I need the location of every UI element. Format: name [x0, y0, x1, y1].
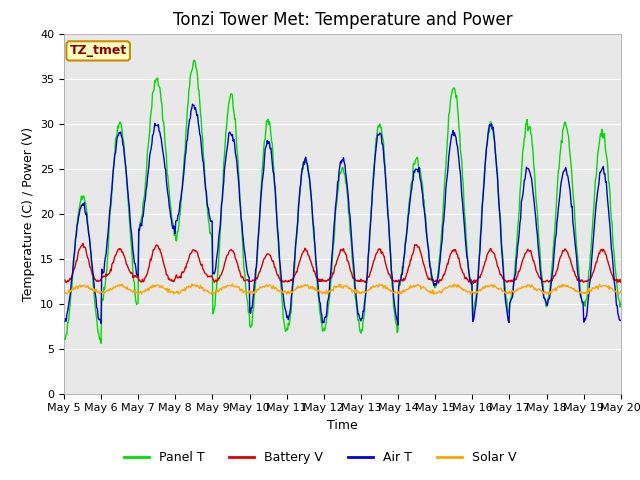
Air T: [228, 132, 236, 138]
Line: Air T: Air T: [64, 104, 621, 325]
Title: Tonzi Tower Met: Temperature and Power: Tonzi Tower Met: Temperature and Power: [173, 11, 512, 29]
Panel T: [97, 340, 105, 346]
Battery V: [277, 277, 285, 283]
Panel T: [617, 300, 625, 306]
Panel T: [401, 240, 409, 245]
Panel T: [257, 192, 264, 197]
Air T: [394, 322, 402, 328]
Solar V: [125, 286, 133, 292]
Air T: [60, 319, 68, 325]
Battery V: [256, 269, 264, 275]
Panel T: [60, 336, 68, 341]
Battery V: [401, 277, 408, 283]
Air T: [256, 209, 264, 215]
Line: Battery V: Battery V: [64, 243, 621, 284]
Air T: [277, 272, 285, 278]
Solar V: [277, 287, 285, 293]
Solar V: [432, 291, 440, 297]
Solar V: [545, 291, 553, 297]
Panel T: [126, 226, 134, 231]
Battery V: [228, 248, 236, 254]
Battery V: [432, 277, 440, 283]
Y-axis label: Temperature (C) / Power (V): Temperature (C) / Power (V): [22, 127, 35, 300]
Panel T: [229, 105, 237, 110]
Line: Solar V: Solar V: [64, 284, 621, 294]
Legend: Panel T, Battery V, Air T, Solar V: Panel T, Battery V, Air T, Solar V: [118, 446, 522, 469]
Battery V: [60, 277, 68, 283]
Solar V: [617, 288, 625, 294]
Battery V: [617, 279, 625, 285]
Panel T: [190, 58, 198, 63]
Battery V: [79, 240, 86, 246]
Solar V: [256, 284, 264, 289]
Air T: [433, 282, 440, 288]
Solar V: [60, 288, 68, 294]
Air T: [125, 204, 133, 209]
Solar V: [401, 289, 408, 295]
Solar V: [228, 282, 236, 288]
Air T: [189, 101, 196, 107]
Panel T: [433, 282, 440, 288]
Solar V: [228, 281, 236, 287]
Air T: [401, 242, 409, 248]
Text: TZ_tmet: TZ_tmet: [70, 44, 127, 58]
X-axis label: Time: Time: [327, 419, 358, 432]
Air T: [617, 317, 625, 323]
Battery V: [470, 281, 477, 287]
Battery V: [126, 269, 134, 275]
Panel T: [278, 293, 285, 299]
Line: Panel T: Panel T: [64, 60, 621, 343]
